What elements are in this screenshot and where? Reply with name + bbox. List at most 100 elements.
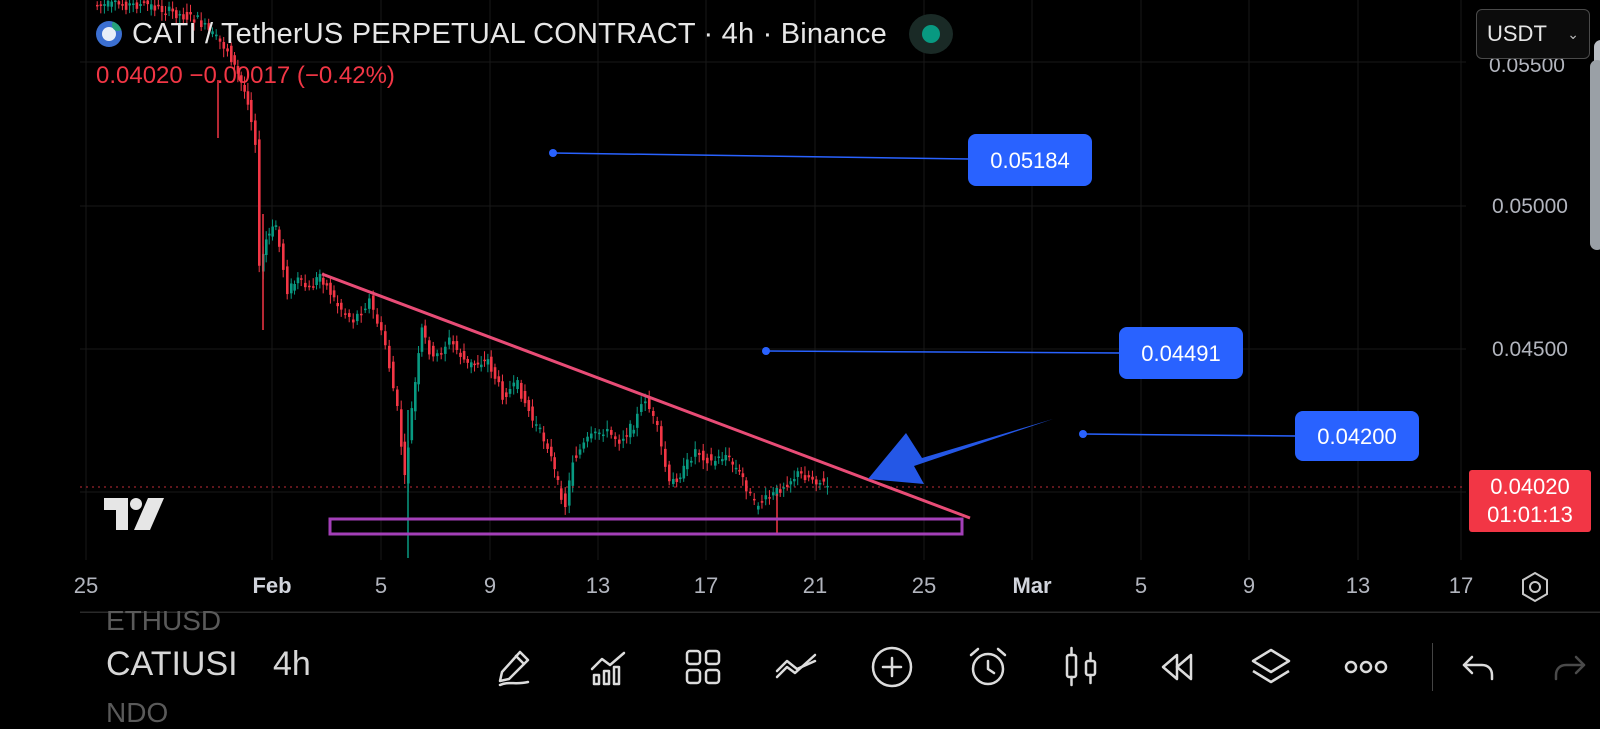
candle-body	[664, 448, 667, 467]
scrollbar[interactable]	[1590, 60, 1600, 250]
current-symbol[interactable]: CATIUSI	[106, 645, 238, 683]
level-label-1[interactable]: 0.05184	[968, 134, 1092, 186]
redo-icon[interactable]	[1544, 641, 1596, 693]
time-axis[interactable]: 25 Feb 5 9 13 17 21 25 Mar 5 9 13 17	[74, 573, 1600, 612]
candle-body	[629, 423, 632, 438]
time-axis-label: Mar	[1012, 573, 1052, 598]
candle-body	[178, 14, 182, 16]
pencil-icon[interactable]	[488, 641, 540, 693]
candle-body	[121, 4, 124, 6]
candle-body	[760, 501, 764, 503]
grid-icon[interactable]	[677, 641, 729, 693]
candle-body	[420, 327, 424, 352]
candle-body	[493, 367, 497, 379]
candle-body	[731, 461, 734, 465]
support-zone-box[interactable]	[328, 517, 964, 536]
candle-body	[523, 391, 527, 404]
candle-body	[282, 243, 285, 270]
undo-icon[interactable]	[1452, 641, 1504, 693]
candle-body	[815, 479, 818, 485]
candle-body	[594, 431, 597, 434]
candle-body	[598, 432, 601, 435]
candle-body	[535, 424, 538, 426]
tradingview-logo-icon	[104, 498, 166, 535]
candle-body	[672, 478, 675, 484]
rewind-icon[interactable]	[1151, 641, 1203, 693]
candle-body	[322, 277, 325, 285]
time-axis-label: 9	[1243, 573, 1255, 598]
chart-area[interactable]: 0.05184 0.04491 0.04200 0.05500 0.05000 …	[0, 0, 1600, 612]
descending-trendline[interactable]	[321, 272, 971, 520]
time-axis-label: 21	[803, 573, 827, 598]
candle-body	[157, 4, 160, 7]
candle-body	[226, 48, 229, 52]
candle-body	[520, 382, 523, 399]
candle-body	[356, 313, 359, 322]
candle-body	[106, 0, 110, 7]
candle-body	[694, 449, 697, 457]
candle-body	[360, 313, 363, 316]
candle-body	[428, 340, 431, 355]
level-line-3[interactable]	[1082, 433, 1297, 437]
candle-body	[470, 362, 473, 368]
candle-body	[459, 352, 462, 357]
candles-icon[interactable]	[1055, 641, 1107, 693]
currency-select[interactable]: USDT ⌄	[1476, 9, 1590, 59]
candle-body	[240, 75, 243, 83]
candle-body	[734, 467, 738, 470]
candle-body	[625, 435, 629, 437]
indicator-icon[interactable]	[771, 641, 823, 693]
candle-body	[440, 353, 443, 355]
alarm-icon[interactable]	[962, 641, 1014, 693]
chart-bars-icon[interactable]	[582, 641, 634, 693]
level-line-1[interactable]	[552, 152, 970, 160]
candle-body	[796, 471, 800, 477]
more-icon[interactable]	[1340, 641, 1392, 693]
candle-body	[636, 413, 639, 428]
candle-body	[308, 285, 311, 288]
level-anchor-3[interactable]	[1079, 430, 1087, 438]
price-chart[interactable]: 0.05184 0.04491 0.04200 0.05500 0.05000 …	[0, 0, 1600, 612]
level-anchor-2[interactable]	[762, 347, 770, 355]
layers-icon[interactable]	[1245, 641, 1297, 693]
candle-body	[764, 495, 768, 500]
candle-body	[682, 465, 686, 479]
candle-body	[364, 308, 367, 311]
chart-settings-icon[interactable]	[1518, 570, 1552, 604]
candle-body	[550, 446, 553, 457]
level-label-1-text: 0.05184	[990, 148, 1070, 173]
candle-body	[315, 277, 318, 286]
candle-body	[775, 487, 779, 496]
candle-body	[656, 421, 659, 426]
candle-body	[246, 91, 250, 105]
level-label-3[interactable]: 0.04200	[1295, 411, 1419, 461]
level-anchor-1[interactable]	[549, 149, 557, 157]
watchlist-next-symbol[interactable]: NDO	[106, 697, 169, 728]
candle-body	[348, 313, 351, 317]
candle-body	[749, 491, 752, 494]
candle-body	[610, 429, 613, 435]
candle-body	[741, 473, 745, 478]
candle-body	[822, 478, 826, 482]
chevron-down-icon: ⌄	[1567, 25, 1579, 42]
candle-body	[380, 322, 383, 331]
candle-body	[640, 404, 643, 412]
candle-body	[236, 66, 240, 74]
candle-body	[490, 356, 493, 372]
market-status-icon[interactable]	[908, 14, 953, 54]
symbol-title[interactable]: CATI / TetherUS PERPETUAL CONTRACT · 4h …	[132, 17, 887, 50]
candle-body	[368, 298, 371, 309]
timeframe-button[interactable]: 4h	[273, 645, 311, 683]
plus-circle-icon[interactable]	[866, 641, 918, 693]
level-label-2[interactable]: 0.04491	[1119, 327, 1243, 379]
candle-body	[424, 325, 427, 338]
level-line-2[interactable]	[765, 350, 1121, 354]
arrow-drawing[interactable]	[868, 419, 1053, 484]
watchlist-prev-symbol[interactable]: ETHUSD	[106, 605, 222, 636]
candle-body	[293, 284, 296, 291]
candle-body	[336, 303, 339, 307]
candle-body	[473, 363, 476, 366]
candle-body	[652, 410, 655, 416]
candle-body	[203, 23, 207, 25]
candle-body	[476, 362, 480, 365]
